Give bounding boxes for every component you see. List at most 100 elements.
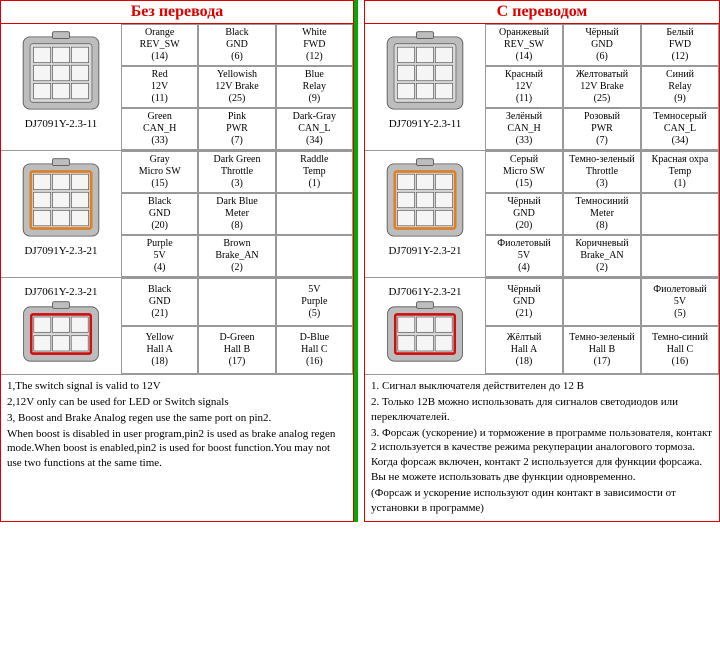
- pin-signal: CAN_H: [487, 123, 561, 135]
- pin-color: Dark-Gray: [278, 111, 351, 123]
- pin-cell: Yellowish12V Brake(25): [198, 66, 275, 108]
- pin-cell: Red12V(11): [121, 66, 198, 108]
- pin-cell: Dark BlueMeter(8): [198, 193, 275, 235]
- pin-color: Темно-зеленый: [565, 332, 639, 344]
- pin-signal: Throttle: [565, 166, 639, 178]
- pin-cell: ЧёрныйGND(6): [563, 24, 641, 66]
- connector-9pin-orange-icon: [18, 157, 104, 243]
- pin-color: Yellow: [123, 332, 196, 344]
- pin-color: Raddle: [278, 154, 351, 166]
- pin-signal: CAN_L: [278, 123, 351, 135]
- pin-signal: FWD: [643, 39, 717, 51]
- pin-cell: [276, 193, 353, 235]
- pin-color: Серый: [487, 154, 561, 166]
- pin-cell: Красная охраTemp(1): [641, 151, 719, 193]
- pin-color: D-Green: [200, 332, 273, 344]
- conn-label-c3: DJ7061Y-2.3-21: [24, 286, 97, 298]
- pin-color: Orange: [123, 27, 196, 39]
- pin-signal: GND: [487, 296, 561, 308]
- pin-color: Темносерый: [643, 111, 717, 123]
- pin-color: Gray: [123, 154, 196, 166]
- pin-signal: Meter: [565, 208, 639, 220]
- pin-table-c3-left: BlackGND(21)5VPurple(5)YellowHall A(18)D…: [121, 278, 353, 374]
- pin-cell: Темно-зеленыйHall B(17): [563, 326, 641, 374]
- pin-number: (7): [200, 135, 273, 147]
- pin-cell: D-BlueHall C(16): [276, 326, 353, 374]
- pin-cell: ТемносерыйCAN_L(34): [641, 108, 719, 150]
- pin-number: (25): [565, 93, 639, 105]
- pin-color: Красный: [487, 69, 561, 81]
- pin-color: Желтоватый: [565, 69, 639, 81]
- pin-cell: Dark-GrayCAN_L(34): [276, 108, 353, 150]
- pin-color: Black: [123, 196, 196, 208]
- pin-table-c1-left: OrangeREV_SW(14)BlackGND(6)WhiteFWD(12)R…: [121, 24, 353, 150]
- pin-cell: BlueRelay(9): [276, 66, 353, 108]
- connector-9pin-icon: [382, 30, 468, 116]
- note-line: 2,12V only can be used for LED or Switch…: [7, 395, 347, 410]
- pin-cell: [276, 235, 353, 277]
- pin-cell: РозовыйPWR(7): [563, 108, 641, 150]
- pin-signal: 5V: [123, 250, 196, 262]
- pin-number: (33): [487, 135, 561, 147]
- pin-number: (4): [487, 262, 561, 274]
- block-c2-right: DJ7091Y-2.3-21 СерыйMicro SW(15)Темно-зе…: [365, 151, 719, 278]
- pin-cell: RaddleTemp(1): [276, 151, 353, 193]
- pin-color: Синий: [643, 69, 717, 81]
- pin-color: Green: [123, 111, 196, 123]
- pin-cell: GrayMicro SW(15): [121, 151, 198, 193]
- pin-color: Темно-зеленый: [565, 154, 639, 166]
- pin-color: Темно-синий: [643, 332, 717, 344]
- pin-signal: Hall A: [487, 344, 561, 356]
- note-line: 1. Сигнал выключателя действителен до 12…: [371, 379, 713, 394]
- pin-signal: GND: [123, 208, 196, 220]
- pin-cell: ЧёрныйGND(21): [485, 278, 563, 326]
- pin-cell: [641, 193, 719, 235]
- pin-color: Жёлтый: [487, 332, 561, 344]
- note-line: 3, Boost and Brake Analog regen use the …: [7, 411, 347, 426]
- pin-cell: [198, 278, 275, 326]
- pin-signal: GND: [487, 208, 561, 220]
- block-c1-right: DJ7091Y-2.3-11 ОранжевыйREV_SW(14)Чёрный…: [365, 24, 719, 151]
- pin-cell: YellowHall A(18): [121, 326, 198, 374]
- pin-signal: Relay: [643, 81, 717, 93]
- note-line: 1,The switch signal is valid to 12V: [7, 379, 347, 394]
- pin-number: (1): [278, 178, 351, 190]
- pin-color: Темносиний: [565, 196, 639, 208]
- pin-table-c3-right: ЧёрныйGND(21) Фиолетовый5V(5) ЖёлтыйHall A…: [485, 278, 719, 374]
- pin-cell: BrownBrake_AN(2): [198, 235, 275, 277]
- pin-signal: 12V: [123, 81, 196, 93]
- pin-number: (11): [487, 93, 561, 105]
- pin-cell: BlackGND(6): [198, 24, 275, 66]
- pin-signal: Meter: [200, 208, 273, 220]
- pin-cell: СинийRelay(9): [641, 66, 719, 108]
- pin-color: Чёрный: [487, 196, 561, 208]
- pin-color: 5V: [278, 284, 351, 296]
- pin-signal: Temp: [643, 166, 717, 178]
- pin-number: (25): [200, 93, 273, 105]
- pin-cell: Красный12V(11): [485, 66, 563, 108]
- pin-color: Brown: [200, 238, 273, 250]
- conn-label-c2-r: DJ7091Y-2.3-21: [388, 245, 461, 257]
- pin-signal: FWD: [278, 39, 351, 51]
- pin-cell: [563, 278, 641, 326]
- pin-cell: 5VPurple(5): [276, 278, 353, 326]
- pin-number: (21): [123, 308, 196, 320]
- pin-color: D-Blue: [278, 332, 351, 344]
- pin-color: Оранжевый: [487, 27, 561, 39]
- pin-number: (6): [200, 51, 273, 63]
- connector-c1-left: DJ7091Y-2.3-11: [1, 24, 121, 150]
- pin-cell: BlackGND(21): [121, 278, 198, 326]
- pin-cell: Purple5V(4): [121, 235, 198, 277]
- pin-signal: Brake_AN: [565, 250, 639, 262]
- conn-label-c1: DJ7091Y-2.3-11: [25, 118, 98, 130]
- pin-cell: Фиолетовый5V(5): [641, 278, 719, 326]
- pin-signal: 12V Brake: [565, 81, 639, 93]
- pin-signal: Temp: [278, 166, 351, 178]
- pin-number: (11): [123, 93, 196, 105]
- pin-cell: ЗелёныйCAN_H(33): [485, 108, 563, 150]
- pin-cell: D-GreenHall B(17): [198, 326, 275, 374]
- connector-6pin-red-icon: [382, 300, 468, 368]
- pin-number: (14): [487, 51, 561, 63]
- pin-number: (3): [200, 178, 273, 190]
- pin-signal: Micro SW: [123, 166, 196, 178]
